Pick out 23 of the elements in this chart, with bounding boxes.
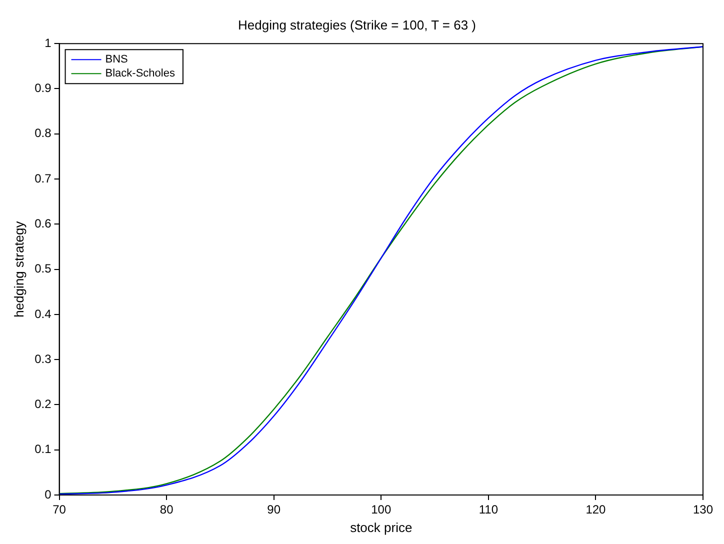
- y-tick-label: 0.6: [34, 216, 52, 230]
- chart-title: Hedging strategies (Strike = 100, T = 63 ): [238, 17, 476, 32]
- legend-label: BNS: [105, 54, 128, 66]
- y-tick-label: 0.9: [34, 81, 52, 96]
- legend-label: Black-Scholes: [105, 68, 176, 80]
- x-tick-label: 90: [267, 502, 281, 517]
- y-axis-title: hedging strategy: [11, 220, 26, 318]
- y-tick-label: 0.4: [34, 306, 52, 321]
- x-tick-label: 70: [52, 502, 66, 517]
- x-tick-label: 110: [478, 502, 498, 517]
- y-tick-label: 0.7: [34, 171, 52, 186]
- x-tick-label: 80: [160, 502, 174, 517]
- y-tick-label: 0.8: [34, 126, 52, 140]
- x-axis-title: stock price: [350, 520, 412, 535]
- y-tick-label: 0.1: [34, 442, 52, 456]
- y-tick-label: 0.2: [34, 397, 52, 412]
- y-tick-label: 1: [44, 36, 52, 50]
- x-tick-label: 130: [692, 502, 714, 517]
- x-tick-label: 120: [586, 502, 606, 517]
- y-tick-label: 0.5: [34, 262, 52, 276]
- y-tick-label: 0.3: [34, 352, 52, 366]
- x-tick-label: 100: [371, 502, 392, 517]
- y-tick-label: 0: [44, 487, 52, 502]
